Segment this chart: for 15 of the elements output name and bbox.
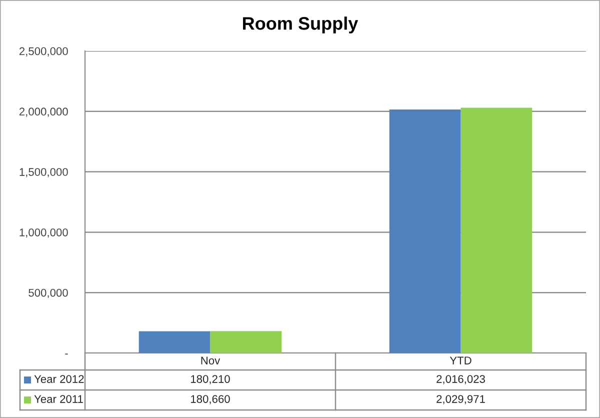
x-tick-label: YTD — [450, 356, 472, 364]
y-tick-label: - — [65, 354, 68, 355]
y-tick-label: 1,000,000 — [20, 228, 68, 238]
y-tick-label: 2,000,000 — [19, 108, 68, 117]
data-label: 180,210 — [191, 375, 230, 384]
data-label: 2,016,023 — [436, 375, 485, 384]
y-tick-label: 500,000 — [28, 288, 68, 298]
data-label: 2,029,971 — [436, 395, 485, 404]
data-label: 180,660 — [191, 395, 230, 404]
legend-label: Year 2011 — [34, 395, 83, 403]
chart-title: Room Supply — [243, 16, 358, 34]
x-tick-label: Nov — [201, 356, 220, 364]
y-tick-label: 1,500,000 — [20, 168, 68, 178]
legend-label: Year 2012 — [34, 375, 84, 383]
y-tick-label: 2,500,000 — [19, 47, 68, 56]
